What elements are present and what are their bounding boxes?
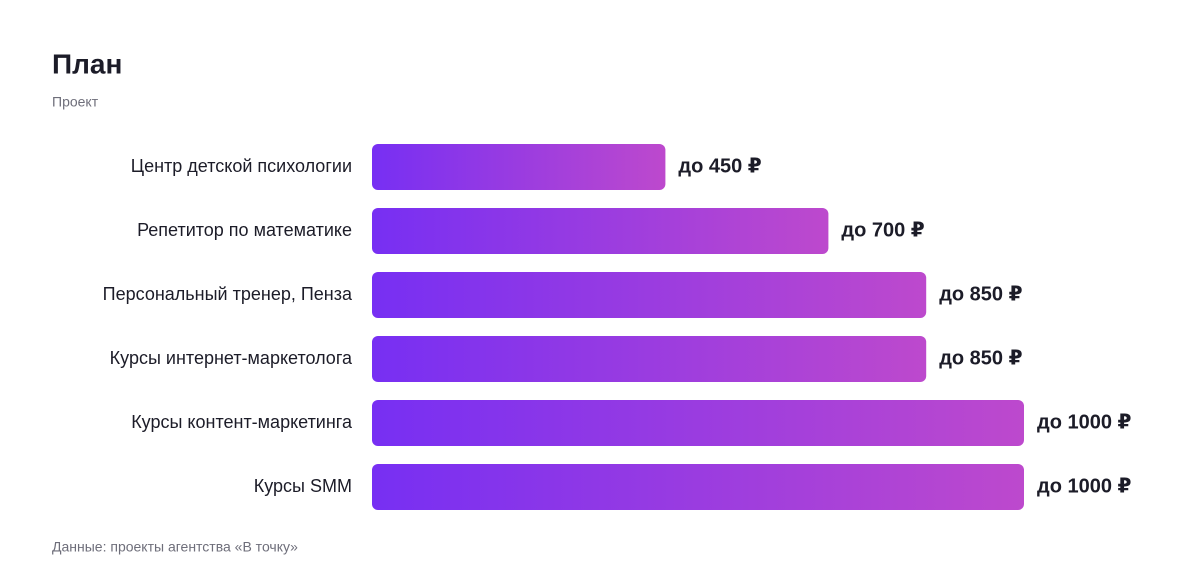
bar [372, 208, 829, 254]
value-label: до 850 ₽ [939, 283, 1022, 305]
value-label: до 700 ₽ [841, 219, 924, 241]
value-label: до 450 ₽ [678, 155, 761, 177]
bar [372, 144, 666, 190]
source-note: Данные: проекты агентства «В точку» [52, 539, 298, 555]
bar [372, 272, 927, 318]
category-label: Репетитор по математике [137, 220, 352, 240]
bar [372, 400, 1024, 446]
bar [372, 336, 927, 382]
bar [372, 464, 1024, 510]
axis-label: Проект [52, 94, 99, 110]
value-label: до 1000 ₽ [1037, 411, 1132, 433]
value-label: до 850 ₽ [939, 347, 1022, 369]
category-label: Курсы контент-маркетинга [131, 412, 353, 432]
category-label: Персональный тренер, Пенза [103, 284, 353, 304]
category-label: Курсы SMM [254, 476, 352, 496]
chart-title: План [52, 48, 122, 79]
category-label: Курсы интернет-маркетолога [110, 348, 353, 368]
category-label: Центр детской психологии [131, 156, 352, 176]
value-label: до 1000 ₽ [1037, 475, 1132, 497]
